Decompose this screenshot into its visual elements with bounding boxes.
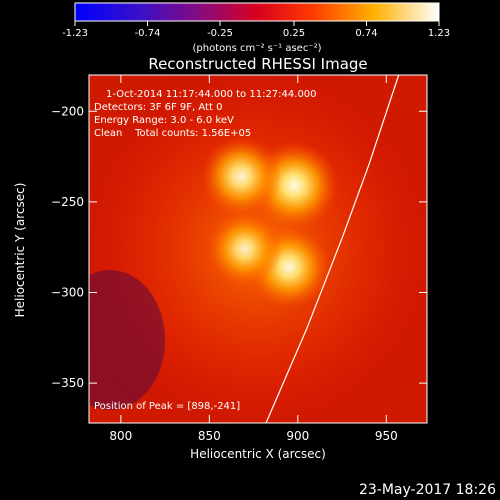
heatmap-sources: [201, 136, 339, 309]
solar-limb-line: [265, 75, 400, 423]
heatmap-image: [89, 75, 427, 423]
colorbar-gradient: [74, 2, 440, 22]
heatmap-dark-region: [89, 270, 165, 410]
plot-frame: [88, 74, 428, 424]
colorbar-unit-label: (photons cm⁻² s⁻¹ asec⁻²): [192, 43, 321, 54]
peak-position-label: Position of Peak = [898,-241]: [94, 401, 240, 412]
y-axis: −200 −250 −300 −350: [51, 104, 427, 390]
x-tick-label: 900: [286, 429, 309, 443]
x-tick-label: 850: [198, 429, 221, 443]
x-tick-label: 800: [109, 429, 132, 443]
annotation-energy: Energy Range: 3.0 - 6.0 keV: [94, 115, 234, 126]
colorbar-tick-label: 0.25: [283, 28, 305, 39]
colorbar-tick-label: 0.74: [355, 28, 377, 39]
chart-title: Reconstructed RHESSI Image: [148, 55, 367, 73]
source-blob: [201, 136, 282, 217]
x-tick-label: 950: [375, 429, 398, 443]
footer-date: 23-May-2017 18:26: [359, 482, 496, 498]
colorbar-ticks: -1.23 -0.74 -0.25 0.25 0.74 1.23: [62, 21, 450, 39]
y-axis-label: Heliocentric Y (arcsec): [13, 183, 27, 318]
y-tick-label: −250: [51, 195, 84, 209]
y-tick-label: −300: [51, 286, 84, 300]
y-tick-label: −200: [51, 104, 84, 118]
colorbar: -1.23 -0.74 -0.25 0.25 0.74 1.23 (photons cm⁻…: [62, 2, 450, 54]
x-axis: 800 850 900 950: [109, 75, 398, 443]
annotation-time: 1-Oct-2014 11:17:44.000 to 11:27:44.000: [106, 89, 317, 100]
colorbar-tick-label: -1.23: [62, 28, 88, 39]
annotation-detectors: Detectors: 3F 6F 9F, Att 0: [94, 102, 222, 113]
colorbar-tick-label: -0.25: [207, 28, 233, 39]
x-axis-label: Heliocentric X (arcsec): [190, 447, 326, 461]
annotation-clean: Clean Total counts: 1.56E+05: [94, 128, 251, 139]
y-tick-label: −350: [51, 376, 84, 390]
colorbar-tick-label: -0.74: [135, 28, 161, 39]
annotations: 1-Oct-2014 11:17:44.000 to 11:27:44.000 …: [94, 89, 317, 412]
source-blob: [207, 211, 283, 287]
colorbar-tick-label: 1.23: [428, 28, 450, 39]
